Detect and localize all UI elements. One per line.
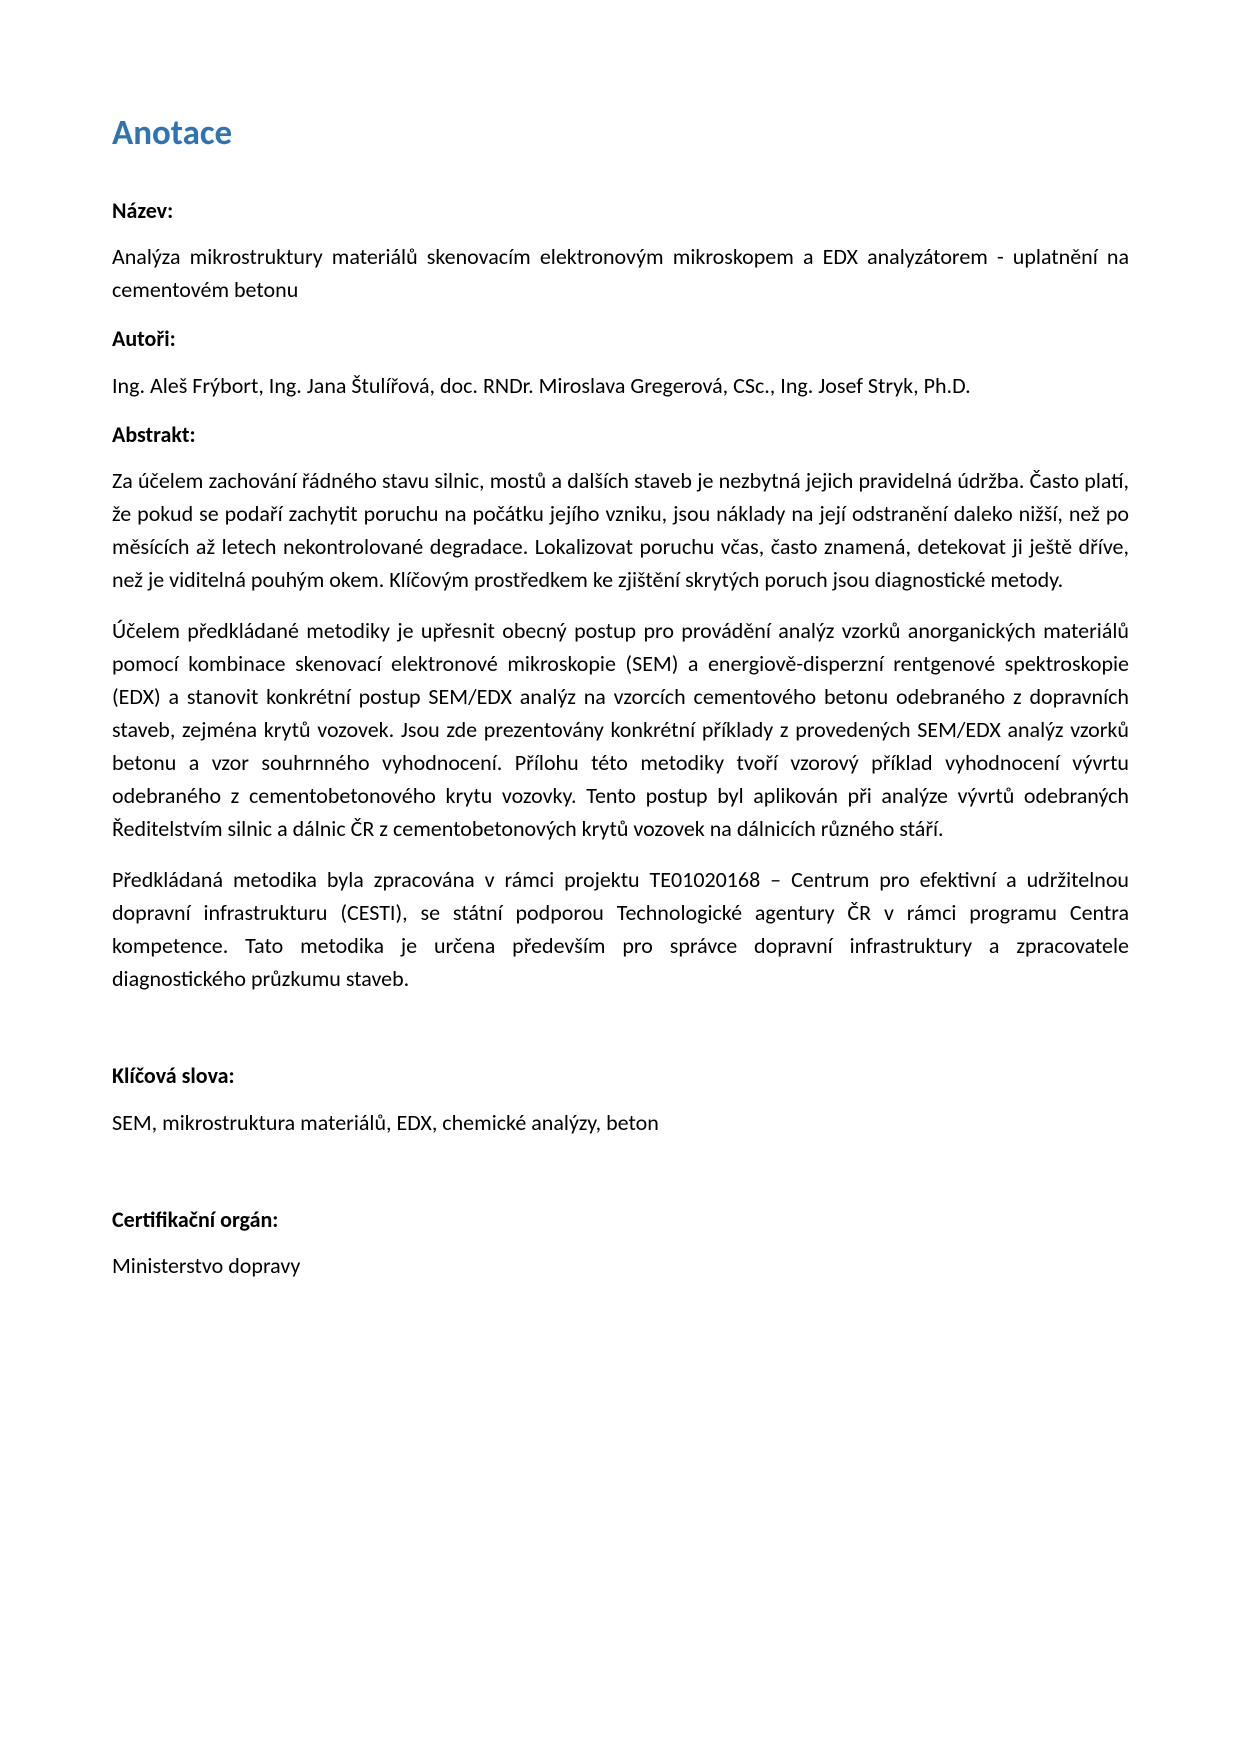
document-page: Anotace Název: Analýza mikrostruktury ma… <box>0 0 1241 1755</box>
abstrakt-paragraph-2: Účelem předkládané metodiky je upřesnit … <box>112 614 1129 845</box>
section-label-certifikacni-organ: Certifikační orgán: <box>112 1207 1129 1233</box>
abstrakt-paragraph-3: Předkládaná metodika byla zpracována v r… <box>112 863 1129 995</box>
section-label-abstrakt: Abstrakt: <box>112 422 1129 448</box>
abstrakt-paragraph-1: Za účelem zachování řádného stavu silnic… <box>112 464 1129 596</box>
section-label-nazev: Název: <box>112 198 1129 224</box>
page-title: Anotace <box>112 112 1129 154</box>
section-text-autori: Ing. Aleš Frýbort, Ing. Jana Štulířová, … <box>112 369 1129 402</box>
section-text-nazev: Analýza mikrostruktury materiálů skenova… <box>112 240 1129 306</box>
spacer <box>112 1157 1129 1187</box>
section-label-autori: Autoři: <box>112 326 1129 352</box>
section-label-klicova-slova: Klíčová slova: <box>112 1063 1129 1089</box>
spacer <box>112 1013 1129 1043</box>
section-text-certifikacni-organ: Ministerstvo dopravy <box>112 1249 1129 1282</box>
section-text-klicova-slova: SEM, mikrostruktura materiálů, EDX, chem… <box>112 1106 1129 1139</box>
